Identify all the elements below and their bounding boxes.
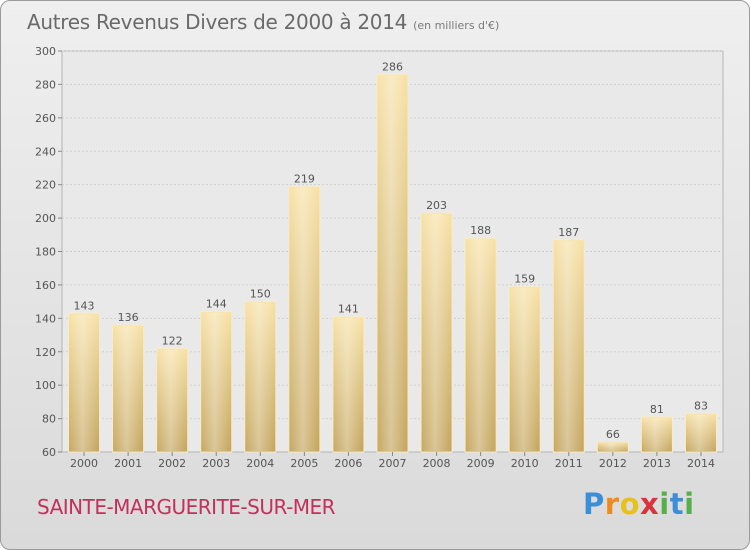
bar-highlight — [422, 214, 452, 451]
bar-highlight — [642, 417, 672, 451]
logo-letter: i — [684, 487, 695, 521]
data-label: 188 — [470, 224, 491, 237]
x-tick-label: 2008 — [423, 457, 451, 470]
chart-title-text: Autres Revenus Divers de 2000 à 2014 — [27, 10, 408, 34]
x-tick-label: 2014 — [687, 457, 715, 470]
y-tick-label: 180 — [35, 246, 56, 259]
logo-letter: x — [640, 487, 660, 521]
x-tick-label: 2007 — [379, 457, 407, 470]
bar-highlight — [510, 287, 540, 451]
data-label: 122 — [162, 334, 183, 347]
x-tick-label: 2013 — [643, 457, 671, 470]
y-tick-label: 160 — [35, 279, 56, 292]
data-label: 81 — [650, 403, 664, 416]
y-tick-label: 300 — [35, 45, 56, 58]
data-label: 144 — [206, 298, 227, 311]
data-label: 286 — [382, 60, 403, 73]
bar-highlight — [245, 302, 275, 451]
y-tick-label: 240 — [35, 145, 56, 158]
data-label: 66 — [606, 428, 620, 441]
y-tick-label: 260 — [35, 112, 56, 125]
bar-highlight — [686, 414, 716, 451]
y-tick-label: 120 — [35, 346, 56, 359]
y-tick-label: 100 — [35, 379, 56, 392]
y-tick-label: 80 — [42, 413, 56, 426]
logo-letter: P — [583, 487, 605, 521]
x-tick-label: 2003 — [202, 457, 230, 470]
data-label: 219 — [294, 172, 315, 185]
y-axis-ticks: 60 80 100 120 140 160 180 200 220 240 260 280 300 — [35, 45, 62, 459]
data-label: 150 — [250, 288, 271, 301]
bar-highlight — [157, 349, 187, 451]
x-tick-label: 2011 — [555, 457, 583, 470]
x-tick-label: 2010 — [511, 457, 539, 470]
logo-letter: o — [619, 487, 641, 521]
bar-highlight — [466, 239, 496, 451]
data-label: 136 — [118, 311, 139, 324]
chart-title: Autres Revenus Divers de 2000 à 2014 (en … — [27, 10, 499, 34]
y-tick-label: 200 — [35, 212, 56, 225]
chart-unit: (en milliers d'€) — [413, 19, 500, 32]
data-label: 159 — [514, 273, 535, 286]
bar-highlight — [598, 442, 628, 451]
y-tick-label: 140 — [35, 312, 56, 325]
bar-highlight — [554, 240, 584, 451]
x-tick-label: 2012 — [599, 457, 627, 470]
logo-letter: r — [604, 487, 620, 521]
x-axis-ticks: 2000 2001 2002 2003 2004 2005 2006 2007 2008 2009… — [70, 452, 715, 470]
x-tick-label: 2005 — [290, 457, 318, 470]
bar-highlight — [333, 317, 363, 451]
data-label: 203 — [426, 199, 447, 212]
x-tick-label: 2006 — [334, 457, 362, 470]
data-label: 187 — [558, 226, 579, 239]
commune-name: SAINTE-MARGUERITE-SUR-MER — [37, 495, 336, 519]
x-tick-label: 2001 — [114, 457, 142, 470]
logo-letter: t — [669, 487, 685, 521]
data-label: 83 — [694, 400, 708, 413]
bar-highlight — [201, 312, 231, 451]
bar-highlight — [378, 75, 407, 452]
proxiti-logo[interactable]: Proxiti — [583, 487, 695, 521]
bar-highlight — [289, 187, 319, 451]
bar-highlight — [69, 314, 99, 451]
x-tick-label: 2002 — [158, 457, 186, 470]
data-label: 143 — [74, 299, 95, 312]
y-tick-label: 220 — [35, 179, 56, 192]
x-tick-label: 2000 — [70, 457, 98, 470]
logo-letter: i — [659, 487, 670, 521]
x-tick-label: 2004 — [246, 457, 274, 470]
bar-highlight — [113, 326, 143, 451]
y-tick-label: 60 — [42, 446, 56, 459]
x-tick-label: 2009 — [467, 457, 495, 470]
data-label: 141 — [338, 303, 359, 316]
y-tick-label: 280 — [35, 78, 56, 91]
